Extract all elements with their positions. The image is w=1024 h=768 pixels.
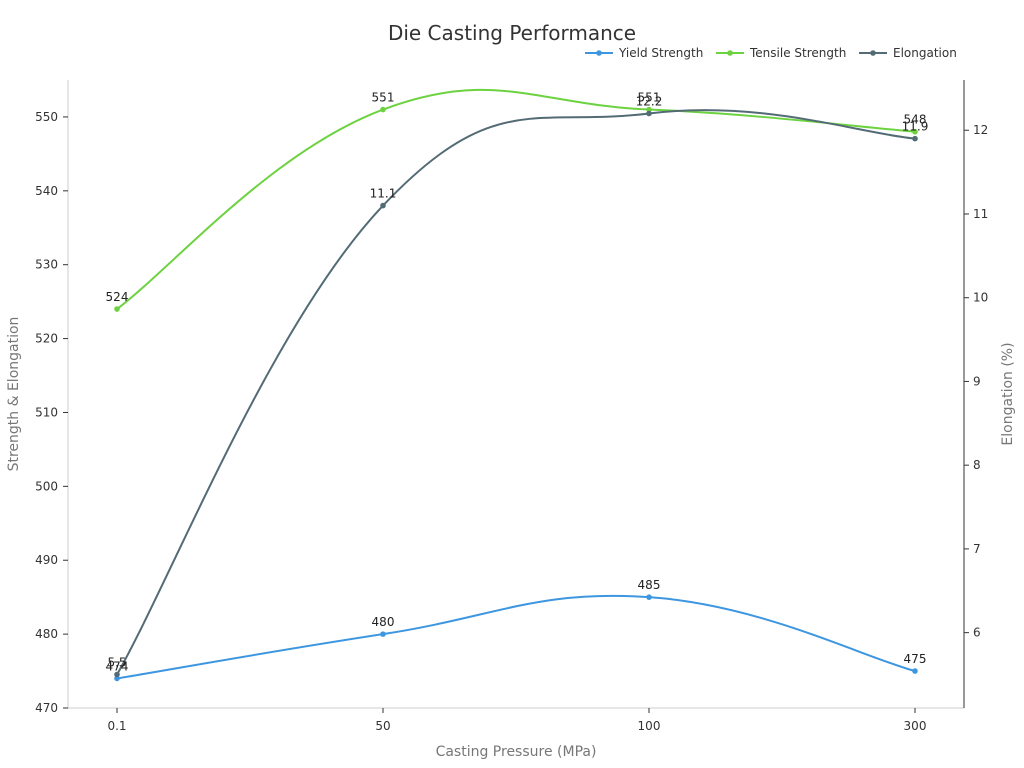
yield-strength-point bbox=[646, 594, 652, 600]
yield-strength-data-label: 485 bbox=[638, 578, 661, 592]
yield-strength-point bbox=[380, 631, 386, 637]
y2-tick-label: 8 bbox=[973, 458, 981, 472]
elongation-point bbox=[646, 110, 652, 117]
y-tick-label: 510 bbox=[35, 405, 58, 419]
y-tick-label: 480 bbox=[35, 627, 58, 641]
x-tick-label: 300 bbox=[904, 719, 927, 733]
yield-strength-point bbox=[912, 668, 918, 674]
elongation-line bbox=[116, 109, 916, 676]
y-ticks: 470 480 490 500 510 520 530 540 550 bbox=[35, 110, 68, 715]
elongation-point bbox=[114, 671, 120, 678]
x-ticks: 0.1 50 100 300 bbox=[107, 708, 926, 733]
y2-tick-label: 10 bbox=[973, 291, 988, 305]
y-tick-label: 500 bbox=[35, 479, 58, 493]
yield-strength-line bbox=[116, 594, 916, 680]
y-tick-label: 520 bbox=[35, 332, 58, 346]
elongation-legend-label: Elongation bbox=[893, 46, 957, 60]
y2-tick-label: 9 bbox=[973, 374, 981, 388]
y2-axis-title: Elongation (%) bbox=[1000, 342, 1016, 445]
yield-strength-legend-marker bbox=[596, 50, 602, 56]
tensile-strength-data-label: 551 bbox=[638, 91, 661, 105]
axes bbox=[67, 80, 965, 709]
elongation-legend-marker bbox=[870, 50, 876, 56]
y2-ticks: 6 7 8 9 10 11 12 bbox=[964, 123, 988, 640]
y2-tick-label: 11 bbox=[973, 207, 988, 221]
yield-strength-legend-label: Yield Strength bbox=[618, 46, 703, 60]
yield-strength-data-label: 480 bbox=[372, 615, 395, 629]
elongation-point bbox=[380, 202, 386, 209]
chart-title: Die Casting Performance bbox=[388, 21, 636, 45]
y2-tick-label: 7 bbox=[973, 542, 981, 556]
tensile-strength-point bbox=[114, 306, 120, 312]
tensile-strength-point bbox=[380, 106, 386, 113]
y-tick-label: 470 bbox=[35, 701, 58, 715]
tensile-strength-line bbox=[116, 88, 916, 310]
series-lines bbox=[116, 88, 916, 680]
y2-tick-label: 6 bbox=[973, 626, 981, 640]
elongation-data-label: 11.1 bbox=[370, 187, 397, 201]
elongation-data-label: 5.5 bbox=[107, 656, 126, 670]
x-tick-label: 100 bbox=[638, 719, 661, 733]
tensile-strength-data-label: 551 bbox=[372, 91, 395, 105]
tensile-strength-data-label: 548 bbox=[904, 113, 927, 127]
y-tick-label: 490 bbox=[35, 553, 58, 567]
series-labels: 474 480 485 475 524 551 551 548 5.5 11.1 12.2 11.9 bbox=[106, 91, 929, 674]
series-points bbox=[114, 106, 918, 682]
x-tick-label: 0.1 bbox=[107, 719, 126, 733]
x-tick-label: 50 bbox=[375, 719, 390, 733]
x-axis-title: Casting Pressure (MPa) bbox=[436, 744, 597, 760]
y2-tick-label: 12 bbox=[973, 123, 988, 137]
legend: Yield Strength Tensile Strength Elongation bbox=[585, 46, 957, 60]
yield-strength-data-label: 475 bbox=[904, 652, 927, 666]
elongation-data-label: 11.9 bbox=[902, 120, 929, 134]
elongation-point bbox=[912, 135, 918, 142]
tensile-strength-legend-label: Tensile Strength bbox=[749, 46, 846, 60]
y-tick-label: 540 bbox=[35, 184, 58, 198]
yield-strength-data-label: 474 bbox=[106, 659, 129, 673]
tensile-strength-data-label: 524 bbox=[106, 290, 129, 304]
y-tick-label: 550 bbox=[35, 110, 58, 124]
tensile-strength-point bbox=[912, 128, 918, 135]
yield-strength-point bbox=[114, 675, 120, 682]
tensile-strength-legend-marker bbox=[727, 50, 733, 56]
tensile-strength-point bbox=[646, 106, 652, 113]
elongation-data-label: 12.2 bbox=[636, 94, 663, 108]
y-axis-title: Strength & Elongation bbox=[6, 317, 22, 472]
y-tick-label: 530 bbox=[35, 258, 58, 272]
